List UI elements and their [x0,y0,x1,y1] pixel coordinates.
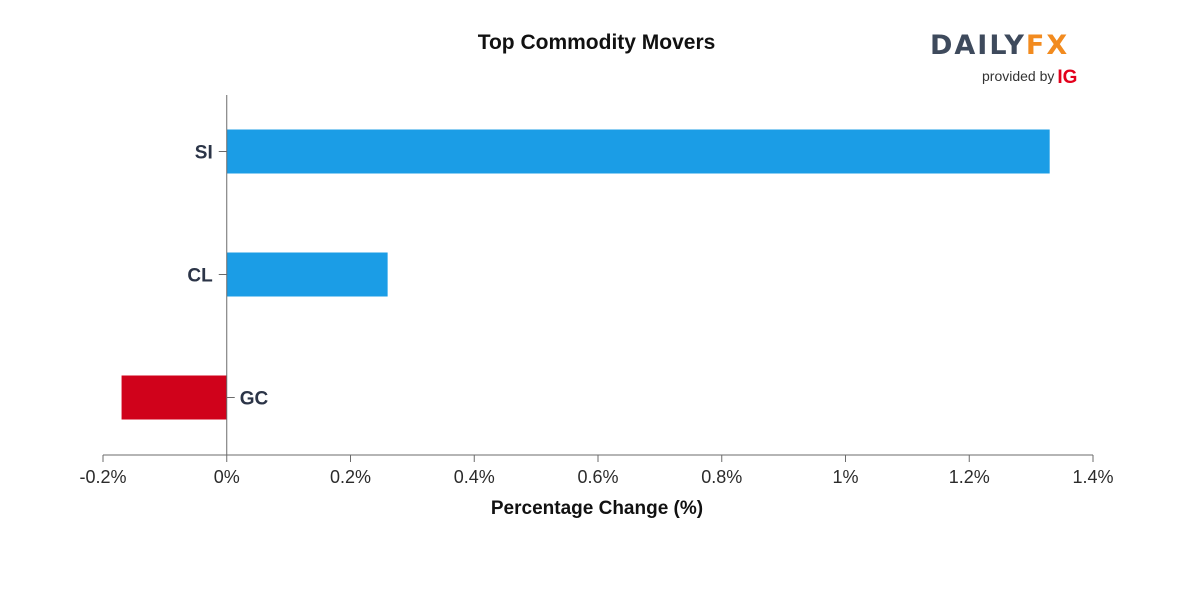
category-label-si: SI [195,143,213,164]
x-tick-label: 0.8% [701,467,742,487]
x-tick-label: 1.4% [1072,467,1113,487]
logo-wordmark: DAILYFX [930,30,1069,61]
logo-daily-text: DAILY [930,30,1026,61]
y-axis: SI CL GC [187,95,269,455]
x-axis: -0.2% 0% 0.2% 0.4% 0.6% 0.8% 1% 1.2% 1.4% [79,454,1114,487]
ig-logo-text: IG [1057,67,1078,88]
x-tick-label: 0.6% [577,467,618,487]
x-axis-title: Percentage Change (%) [491,498,703,519]
bar-cl[interactable] [226,252,388,297]
x-tick-label: 1.2% [949,467,990,487]
x-tick-label: 0% [214,467,240,487]
category-label-gc: GC [240,389,269,410]
x-tick-label: 0.2% [330,467,371,487]
bar-gc[interactable] [121,375,227,420]
category-label-cl: CL [187,266,213,287]
bar-si[interactable] [226,129,1050,174]
logo-fx-text: FX [1025,30,1070,61]
dailyfx-logo: DAILYFX provided by IG [930,30,1090,88]
provided-by-text: provided by [982,68,1055,84]
x-tick-label: 0.4% [454,467,495,487]
bars-group [121,129,1050,420]
x-tick-label: -0.2% [79,467,126,487]
x-tick-label: 1% [832,467,858,487]
chart-title: Top Commodity Movers [477,31,716,54]
logo-provided-by: provided by IG [982,65,1078,88]
